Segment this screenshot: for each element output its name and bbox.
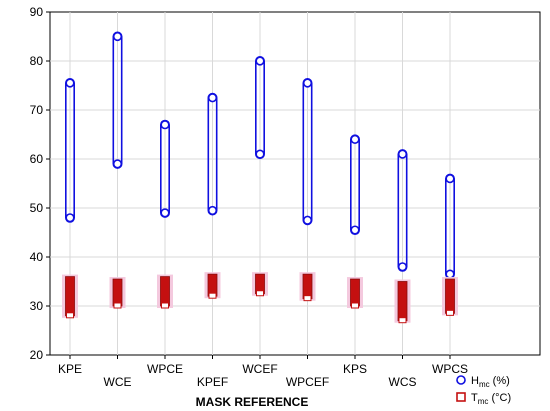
y-tick-label: 50 xyxy=(30,201,44,215)
h-point-min-WPCEF xyxy=(302,215,313,225)
t-point-min-KPE xyxy=(66,312,74,319)
h-point-max-WPCE xyxy=(160,120,170,130)
t-range-KPE xyxy=(65,276,75,317)
y-tick-label: 70 xyxy=(30,103,44,117)
h-point-max-KPE xyxy=(65,78,75,88)
x-tick-label: WPCEF xyxy=(286,375,329,389)
y-tick-label: 80 xyxy=(30,54,44,68)
t-range-WPCE xyxy=(160,276,170,307)
legend-label-t: Tmc (°C) xyxy=(471,392,511,406)
data-marks xyxy=(62,31,458,324)
h-point-max-WCS xyxy=(397,149,408,159)
plot-area-frame xyxy=(49,11,541,356)
x-tick-label: KPS xyxy=(343,362,367,376)
series-t xyxy=(62,272,458,324)
t-point-min-WCS xyxy=(398,317,407,324)
h-point-max-WCEF xyxy=(255,56,265,66)
h-point-min-KPE xyxy=(65,213,75,223)
legend: Hmc (%) Tmc (°C) xyxy=(456,375,511,406)
x-tick-label: KPEF xyxy=(197,375,228,389)
y-axis: 20 30 40 50 60 70 80 90 xyxy=(30,5,50,362)
x-tick-label: WCEF xyxy=(242,362,277,376)
h-point-min-KPEF xyxy=(207,205,218,216)
h-point-min-WCEF xyxy=(255,149,265,159)
t-point-min-KPEF xyxy=(208,292,217,299)
t-range-KPS xyxy=(350,278,360,307)
h-point-max-KPS xyxy=(350,134,360,144)
x-tick-label: KPE xyxy=(58,362,82,376)
series-h xyxy=(65,31,455,280)
t-point-min-WPCS xyxy=(446,309,454,316)
h-point-min-KPS xyxy=(350,225,360,235)
t-range-WPCEF xyxy=(302,273,313,300)
t-point-min-WPCE xyxy=(161,302,169,309)
h-point-max-KPEF xyxy=(207,93,218,103)
legend-label-h: Hmc (%) xyxy=(471,375,510,389)
y-tick-label: 40 xyxy=(30,250,44,264)
t-point-min-WCE xyxy=(113,302,122,309)
x-tick-label: WCE xyxy=(104,375,132,389)
h-point-min-WPCS xyxy=(445,269,455,279)
h-point-max-WPCEF xyxy=(302,78,313,88)
t-point-min-KPS xyxy=(351,302,359,309)
y-tick-label: 30 xyxy=(30,299,44,313)
x-tick-label: WCS xyxy=(389,375,417,389)
y-tick-label: 90 xyxy=(30,5,44,19)
x-tick-label: WPCE xyxy=(147,362,183,376)
h-point-min-WCE xyxy=(112,159,123,169)
t-point-min-WCEF xyxy=(256,290,264,297)
y-tick-label: 60 xyxy=(30,152,44,166)
t-range-WCS xyxy=(397,281,408,322)
t-range-WPCS xyxy=(445,278,455,314)
y-tick-label: 20 xyxy=(30,348,44,362)
x-tick-label: WPCS xyxy=(432,362,468,376)
x-axis-label: MASK REFERENCE xyxy=(196,395,309,409)
h-point-min-WCS xyxy=(397,262,408,272)
h-point-max-WCE xyxy=(112,31,123,42)
h-point-max-WPCS xyxy=(445,174,455,184)
x-axis: KPE WCE WPCE KPEF WCEF WPCEF KPS WCS WPCS xyxy=(58,355,468,389)
legend-h-marker xyxy=(456,375,466,385)
legend-t-marker xyxy=(456,392,466,402)
t-range-WCE xyxy=(112,278,123,307)
t-point-min-WPCEF xyxy=(303,295,312,302)
h-point-min-WPCE xyxy=(160,208,170,218)
